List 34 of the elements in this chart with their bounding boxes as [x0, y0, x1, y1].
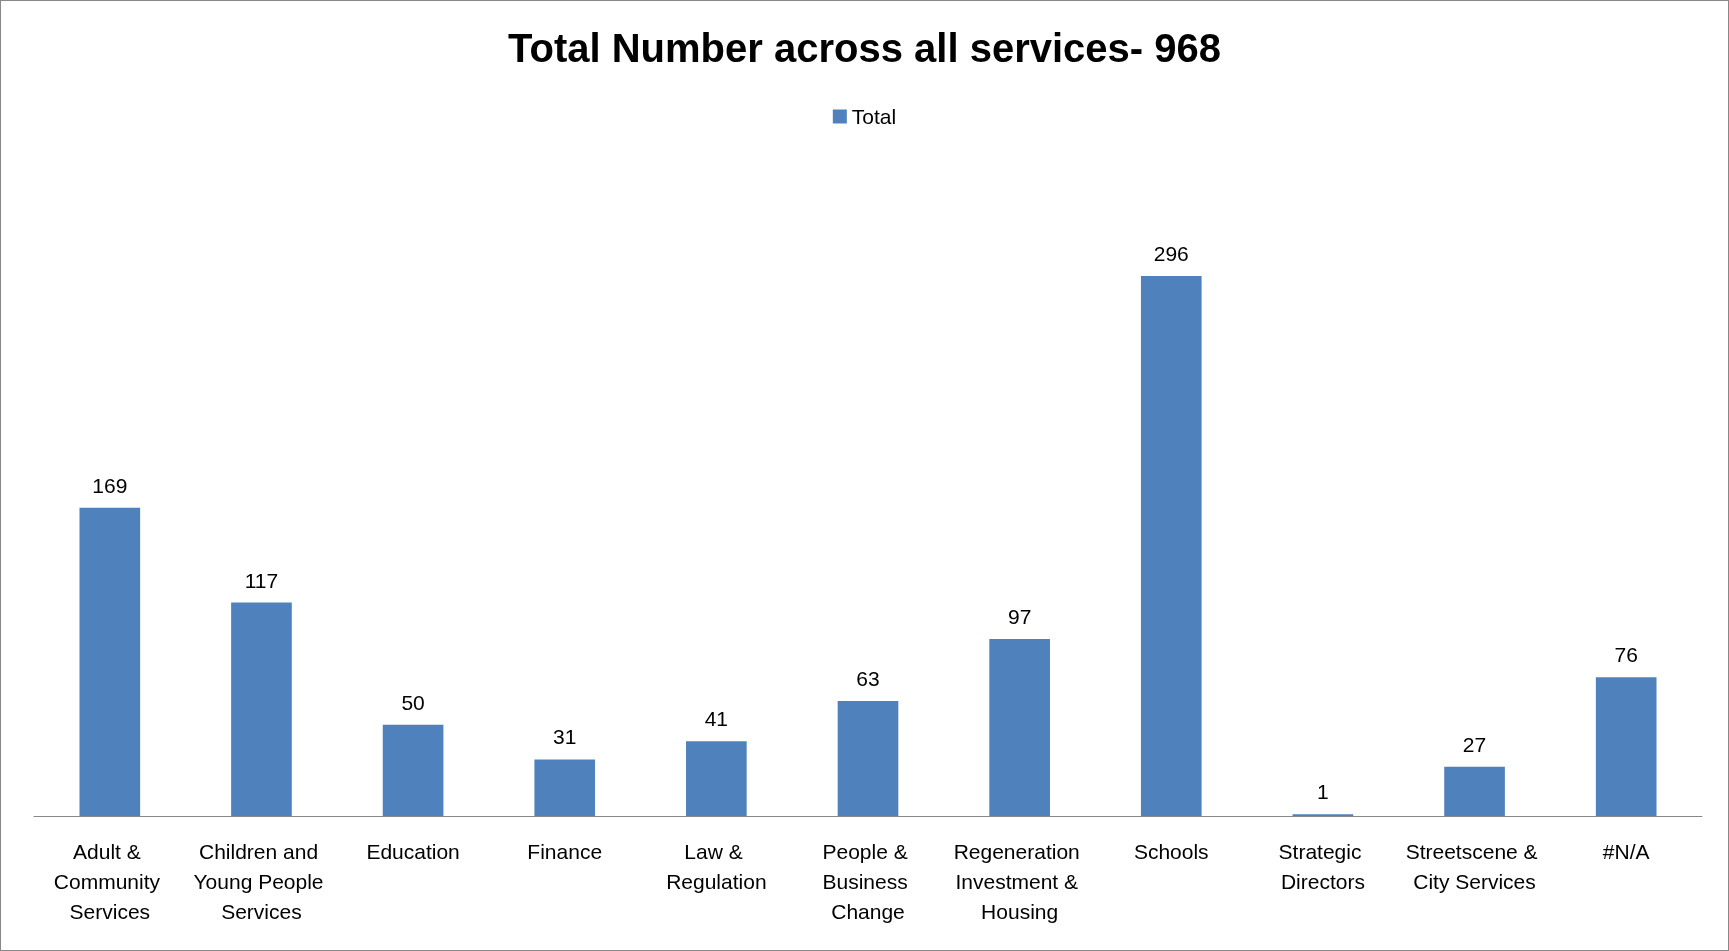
legend-label: Total	[851, 105, 897, 128]
data-label: 31	[553, 725, 577, 749]
bar	[837, 701, 899, 816]
x-tick-label: Education	[366, 839, 460, 863]
bar	[686, 741, 747, 816]
x-tick-label: Law & Regulation	[666, 839, 767, 893]
x-tick-label: Streetscene & City Services	[1405, 839, 1544, 893]
x-tick-label: People & Business Change	[822, 839, 914, 923]
bar	[382, 724, 444, 816]
x-tick-label: Regeneration Investment & Housing	[953, 839, 1086, 923]
bar	[79, 507, 141, 816]
bar	[1444, 766, 1505, 816]
bar	[534, 759, 596, 816]
data-label: 296	[1153, 242, 1189, 265]
data-label: 50	[401, 690, 425, 714]
x-tick-label: Strategic Directors	[1278, 839, 1368, 893]
data-label: 97	[1007, 605, 1032, 629]
data-label: 117	[244, 568, 279, 592]
x-tick-label: Children and Young People Services	[193, 839, 330, 923]
x-tick-label: Schools	[1133, 839, 1209, 863]
x-tick-label: #N/A	[1602, 839, 1650, 863]
data-label: 41	[704, 707, 729, 731]
data-label: 63	[856, 667, 880, 691]
x-tick-label: Finance	[527, 839, 603, 863]
bar	[989, 639, 1050, 816]
bar	[1140, 276, 1202, 816]
bar	[1595, 677, 1657, 816]
bar	[231, 602, 292, 816]
data-label: 1	[1317, 780, 1329, 804]
data-label: 27	[1462, 732, 1487, 756]
chart-title: Total Number across all services- 968	[508, 26, 1221, 70]
x-tick-label: Adult & Community Services	[53, 839, 166, 923]
data-label: 169	[92, 473, 128, 497]
data-label: 76	[1614, 643, 1638, 667]
